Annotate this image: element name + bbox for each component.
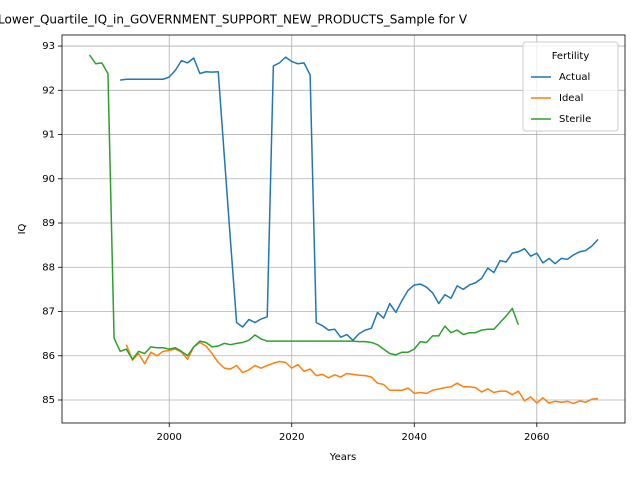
y-tick-label: 90 [42, 174, 55, 185]
y-axis-label: IQ [17, 223, 28, 234]
legend: Fertility Actual Ideal Sterile [522, 41, 619, 132]
legend-label: Actual [559, 72, 590, 83]
y-tick-label: 87 [42, 307, 55, 318]
series-line [88, 54, 520, 361]
y-tick-label: 88 [42, 262, 55, 273]
series-line [120, 56, 599, 342]
x-tick-label: 2060 [524, 432, 549, 443]
x-tick-label: 2040 [402, 432, 427, 443]
plot-frame [61, 34, 626, 424]
y-tick-label: 91 [42, 130, 55, 141]
y-tick-label: 85 [42, 395, 55, 406]
legend-label: Sterile [559, 114, 591, 125]
y-tick-label: 86 [42, 351, 55, 362]
x-axis-label: Years [329, 452, 356, 463]
series-line [125, 341, 599, 405]
y-tick-label: 93 [42, 41, 55, 52]
legend-title: Fertility [552, 51, 590, 62]
y-tick-label: 92 [42, 85, 55, 96]
legend-box [522, 41, 619, 132]
y-tick-label: 89 [42, 218, 55, 229]
x-tick-label: 2020 [279, 432, 304, 443]
legend-label: Ideal [559, 93, 583, 104]
chart-title: Lower_Quartile_IQ_in_GOVERNMENT_SUPPORT_… [0, 13, 468, 27]
x-tick-label: 2000 [156, 432, 181, 443]
